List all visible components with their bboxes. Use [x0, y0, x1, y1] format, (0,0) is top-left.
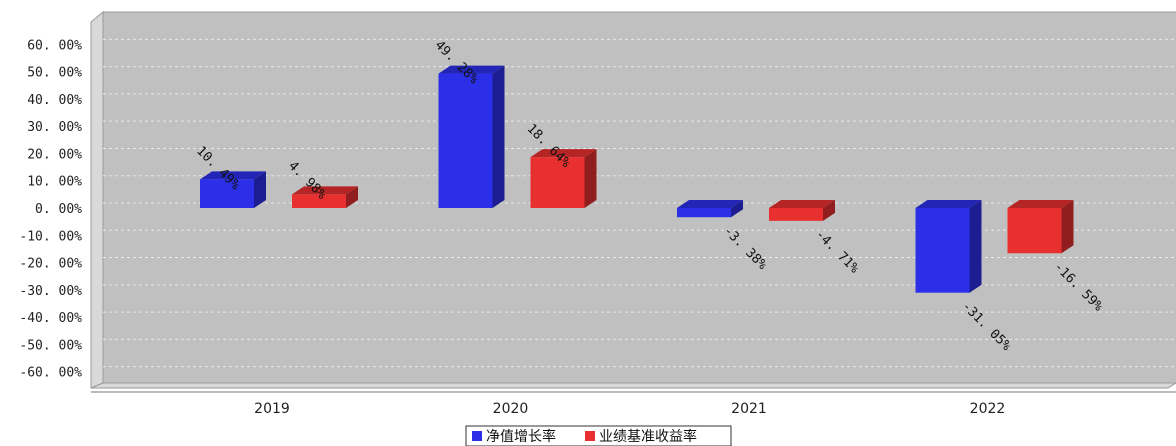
legend-swatch-series-1 [472, 431, 482, 441]
y-axis-ticks: 60. 00% 50. 00% 40. 00% 30. 00% 20. 00% 10. 0… [19, 38, 82, 380]
legend: 净值增长率 业绩基准收益率 [465, 425, 732, 446]
plot-back-wall [103, 12, 1176, 383]
legend-label-series-1: 净值增长率 [486, 428, 556, 445]
y-tick-label: -10. 00% [19, 229, 82, 244]
x-axis-categories: 2019 2020 2021 2022 [254, 401, 1005, 417]
bar-side [254, 171, 266, 208]
bar-side [731, 200, 743, 218]
y-tick-label: 30. 00% [27, 120, 82, 135]
plot-floor [90, 382, 1176, 389]
bar-side [584, 149, 597, 208]
y-tick-label: -40. 00% [19, 311, 82, 326]
plot-left-wall [90, 10, 104, 389]
bar-top [292, 186, 358, 195]
bar [200, 179, 254, 208]
bar-side [346, 186, 358, 208]
legend-label-series-2: 业绩基准收益率 [599, 428, 697, 445]
bar [915, 208, 970, 293]
bars [200, 65, 1074, 293]
bar-top [200, 171, 266, 180]
bar [438, 73, 493, 208]
x-category-label: 2021 [731, 401, 767, 417]
bar-top [677, 200, 743, 208]
y-tick-label: -30. 00% [19, 284, 82, 299]
x-category-label: 2020 [493, 401, 529, 417]
bar-top [769, 200, 835, 208]
bar-top [438, 65, 505, 74]
y-tick-label: -50. 00% [19, 338, 82, 353]
y-tick-label: 50. 00% [27, 66, 82, 81]
y-tick-label: -20. 00% [19, 257, 82, 272]
gridlines [103, 38, 1176, 368]
bar-top [530, 149, 597, 158]
bar-side [1061, 200, 1074, 254]
bar-top [1007, 200, 1074, 208]
bar [769, 208, 823, 221]
y-tick-label: 10. 00% [27, 175, 82, 190]
y-tick-label: 60. 00% [27, 38, 82, 53]
bar [292, 194, 346, 208]
bar [677, 208, 731, 218]
bar [530, 157, 585, 208]
bar [1007, 208, 1062, 254]
x-category-label: 2019 [254, 401, 290, 417]
bar-side [492, 65, 505, 208]
legend-swatch-series-2 [585, 431, 595, 441]
y-tick-label: 0. 00% [35, 202, 82, 217]
bar-side [969, 200, 982, 293]
y-tick-label: 40. 00% [27, 93, 82, 108]
bar-side [823, 200, 835, 221]
y-tick-label: -60. 00% [19, 366, 82, 381]
y-tick-label: 20. 00% [27, 147, 82, 162]
bar-top [915, 200, 982, 208]
x-category-label: 2022 [970, 401, 1006, 417]
legend-box [465, 425, 732, 446]
